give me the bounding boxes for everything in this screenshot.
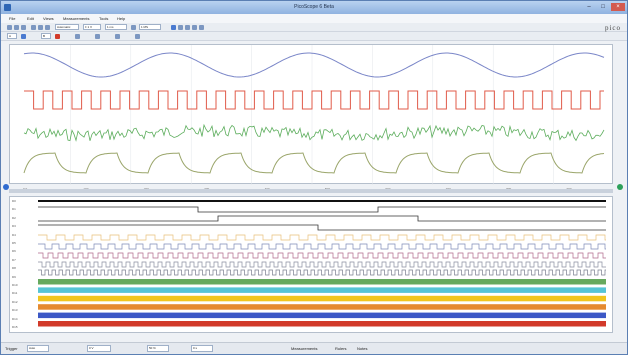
noise-trace <box>23 123 605 142</box>
pretrigger-field[interactable]: 50 % <box>147 345 169 352</box>
math-icon[interactable] <box>135 34 140 39</box>
view-divider[interactable] <box>9 189 613 193</box>
undo-icon[interactable] <box>199 25 204 30</box>
logic-trace-d8 <box>38 269 606 276</box>
samples-select[interactable]: 1 MS <box>139 24 161 30</box>
zoom-fit-icon[interactable] <box>192 25 197 30</box>
persistence-icon[interactable] <box>38 25 43 30</box>
run-icon[interactable] <box>171 25 176 30</box>
logic-trace-d0 <box>38 200 606 202</box>
title-bar: PicoScope 6 Beta – □ × <box>1 1 627 14</box>
logic-channel-label: D12 <box>12 299 18 304</box>
channel-c-icon[interactable] <box>75 34 80 39</box>
logic-channel-label: D14 <box>12 316 18 321</box>
zoom-icon[interactable] <box>178 25 183 30</box>
logic-channel-label: D11 <box>12 291 18 296</box>
logic-channel-label: D9 <box>12 274 16 279</box>
logic-channel-label: D7 <box>12 257 16 262</box>
app-icon <box>4 4 11 11</box>
logic-traces <box>38 200 606 327</box>
logic-bus-4 <box>38 312 606 319</box>
logic-bus-1 <box>38 287 606 293</box>
logic-channel-label: D4 <box>12 232 16 237</box>
channel-toolbar: A B <box>1 32 627 41</box>
maximize-icon[interactable]: □ <box>601 4 605 10</box>
pan-icon[interactable] <box>185 25 190 30</box>
logic-trace-d3 <box>38 224 606 231</box>
menu-help[interactable]: Help <box>117 16 126 21</box>
scope-view[interactable] <box>9 44 613 185</box>
logic-bus-3 <box>38 304 606 310</box>
measurements-button[interactable]: Measurements <box>291 346 318 351</box>
channel-a-icon[interactable] <box>21 34 26 39</box>
logic-trace-d5 <box>38 243 606 250</box>
channel-d-icon[interactable] <box>95 34 100 39</box>
channel-b-label[interactable]: B <box>41 33 51 39</box>
logic-channel-label: D10 <box>12 283 18 287</box>
logic-channel-label: D0 <box>12 199 16 203</box>
square-trace <box>24 90 604 110</box>
open-icon[interactable] <box>7 25 12 30</box>
spectrum-icon[interactable] <box>45 25 50 30</box>
range-select[interactable]: ± 1 V <box>83 24 101 30</box>
logic-channel-label: D3 <box>12 224 16 229</box>
logic-channel-label: D15 <box>12 325 18 329</box>
logic-view[interactable]: D0 D1 D2 D3 D4 D5 D6 D7 D8 D9 D10 D11 D12 D13 D14 D15 <box>9 196 613 333</box>
menu-bar: File Edit Views Measurements Tools Help <box>1 14 627 23</box>
window-title: PicoScope 6 Beta <box>294 4 334 10</box>
trigger-level-field[interactable]: 0 V <box>87 345 111 352</box>
rulers-button[interactable]: Rulers <box>335 346 347 351</box>
logic-channel-label: D13 <box>12 308 18 313</box>
logic-trace-d7 <box>38 261 606 268</box>
mode-select[interactable]: Automatic <box>55 24 79 30</box>
trigger-label: Trigger <box>5 346 18 351</box>
rc-step-trace <box>23 152 605 174</box>
minimize-icon[interactable]: – <box>587 4 591 10</box>
logic-channel-label: D2 <box>12 215 16 220</box>
zoom-in-icon[interactable] <box>131 25 136 30</box>
trigger-icon[interactable] <box>115 34 120 39</box>
scope-traces <box>23 45 605 185</box>
timebase-select[interactable]: 1 ms <box>105 24 127 30</box>
logic-trace-d4 <box>38 234 606 241</box>
main-toolbar: Automatic ± 1 V 1 ms 1 MS pico <box>1 23 627 32</box>
menu-measurements[interactable]: Measurements <box>63 16 90 21</box>
channel-b-icon[interactable] <box>55 34 60 39</box>
notes-button[interactable]: Notes <box>357 346 368 351</box>
menu-file[interactable]: File <box>9 16 16 21</box>
scope-mode-icon[interactable] <box>31 25 36 30</box>
logic-bus-0 <box>38 279 606 285</box>
logic-channel-label: D8 <box>12 266 16 271</box>
logic-trace-d1 <box>38 206 606 213</box>
menu-views[interactable]: Views <box>43 16 54 21</box>
logic-channel-label: D5 <box>12 241 16 245</box>
delay-field[interactable]: 0 s <box>191 345 213 352</box>
print-icon[interactable] <box>21 25 26 30</box>
channel-a-label[interactable]: A <box>7 33 17 39</box>
status-bar: Trigger Auto 0 V 50 % 0 s Measurements R… <box>1 342 627 354</box>
ruler-right-marker[interactable] <box>617 184 623 190</box>
save-icon[interactable] <box>14 25 19 30</box>
logic-trace-d2 <box>38 215 606 222</box>
logic-channel-label: D6 <box>12 249 16 254</box>
logic-bus-5 <box>38 321 606 327</box>
sine-trace <box>23 52 605 78</box>
close-icon[interactable]: × <box>611 3 625 11</box>
pico-logo: pico <box>604 24 621 32</box>
logic-bus-2 <box>38 295 606 302</box>
menu-edit[interactable]: Edit <box>27 16 34 21</box>
trigger-mode-select[interactable]: Auto <box>27 345 49 352</box>
logic-trace-d6 <box>38 252 606 259</box>
ruler-left-marker[interactable] <box>3 184 9 190</box>
menu-tools[interactable]: Tools <box>99 16 109 21</box>
logic-channel-label: D1 <box>12 207 16 212</box>
